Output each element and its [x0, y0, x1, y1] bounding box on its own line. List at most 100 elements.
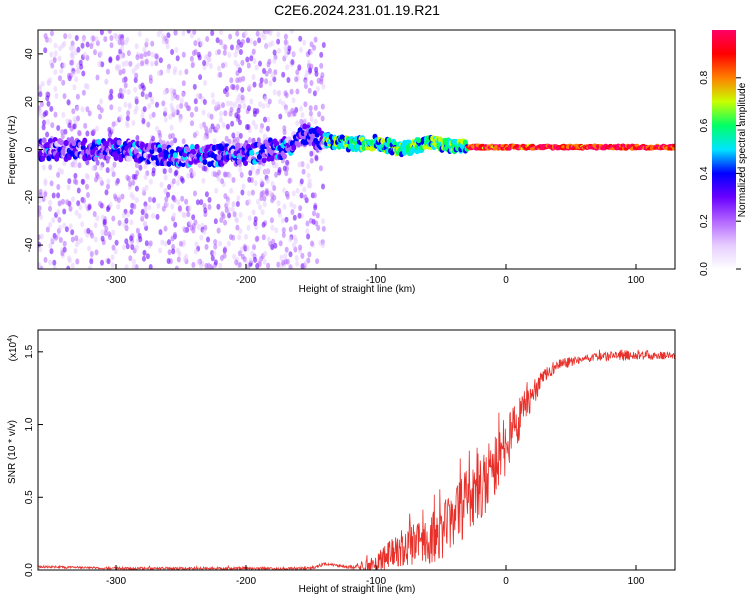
spectrogram-noise-cell — [307, 178, 312, 185]
spectrogram-noise-cell — [262, 68, 266, 74]
spectrogram-noise-cell — [252, 58, 257, 64]
spectrogram-noise-cell — [76, 200, 81, 207]
spectrogram-noise-cell — [181, 30, 186, 37]
spectrogram-noise-cell — [265, 125, 270, 132]
spectrogram-noise-cell — [50, 122, 55, 129]
spectrogram-signal-cell — [149, 148, 155, 155]
spectrogram-noise-cell — [261, 190, 266, 196]
spectrogram-noise-cell — [320, 103, 325, 110]
spectrogram-noise-cell — [204, 244, 209, 250]
spectrogram-noise-cell — [148, 178, 153, 185]
spectrogram-noise-cell — [193, 49, 198, 55]
spectrogram-noise-cell — [263, 168, 268, 175]
spectrogram-noise-cell — [92, 211, 97, 217]
spectrogram-noise-cell — [167, 239, 171, 246]
spectrogram-noise-cell — [290, 209, 295, 215]
spectrogram-noise-cell — [299, 178, 304, 185]
spectrogram-noise-cell — [170, 49, 175, 55]
spectrogram-noise-cell — [70, 50, 75, 57]
spectrogram-noise-cell — [142, 249, 147, 256]
spectrogram-noise-cell — [126, 50, 131, 57]
spectrogram-noise-cell — [144, 212, 149, 219]
spectrogram-noise-cell — [282, 165, 287, 172]
spectrogram-noise-cell — [270, 40, 275, 47]
spectrogram-noise-cell — [38, 205, 42, 212]
spectrogram-noise-cell — [65, 118, 70, 125]
spectrogram-noise-cell — [43, 47, 48, 54]
spectrogram-noise-cell — [78, 204, 83, 211]
spectrogram-signal-cell — [282, 153, 287, 160]
spectrogram-noise-cell — [106, 178, 111, 185]
spectrogram-noise-cell — [214, 187, 219, 194]
spectrogram-noise-cell — [314, 66, 319, 73]
spectrogram-noise-cell — [232, 253, 237, 260]
snr-series-line — [38, 349, 675, 570]
spectrogram-noise-cell — [207, 204, 212, 210]
spectrogram-noise-cell — [156, 202, 161, 209]
spectrogram-noise-cell — [295, 69, 300, 76]
spectrogram-noise-cell — [77, 130, 81, 136]
spectrogram-noise-cell — [91, 128, 96, 135]
spectrogram-noise-cell — [321, 42, 326, 48]
snr-x-label: Height of straight line (km) — [299, 584, 416, 595]
spectrogram-noise-cell — [189, 224, 194, 231]
spectrogram-noise-cell — [218, 240, 222, 247]
spectrogram-noise-cell — [45, 226, 50, 233]
spectrogram-noise-cell — [270, 72, 275, 79]
spectrogram-noise-cell — [194, 106, 199, 113]
spectrogram-noise-cell — [309, 150, 314, 157]
spectrogram-noise-cell — [65, 199, 70, 206]
spectrogram-noise-cell — [236, 39, 241, 46]
spectrogram-noise-cell — [139, 53, 144, 60]
spectrogram-noise-cell — [305, 228, 310, 235]
spectrogram-noise-cell — [104, 78, 109, 85]
spectrogram-noise-cell — [218, 117, 223, 123]
spectrogram-noise-cell — [220, 178, 225, 185]
spectrogram-noise-cell — [58, 224, 63, 231]
spectrogram-noise-cell — [75, 105, 80, 112]
spectrogram-noise-cell — [228, 33, 233, 40]
spectrogram-noise-cell — [144, 93, 149, 100]
spectrogram-noise-cell — [145, 37, 149, 44]
spectrogram-noise-cell — [309, 157, 314, 164]
spectrogram-noise-cell — [270, 244, 275, 250]
spectrogram-noise-cell — [269, 217, 274, 224]
spectrogram-noise-cell — [60, 250, 65, 257]
spectrogram-noise-cell — [240, 253, 245, 260]
spectrogram-noise-cell — [285, 193, 290, 200]
spectrogram-noise-cell — [283, 253, 288, 260]
spectrogram-noise-cell — [155, 213, 160, 220]
spectrogram-noise-cell — [54, 92, 59, 99]
spectrogram-noise-cell — [295, 120, 300, 127]
spectrogram-noise-cell — [295, 88, 300, 95]
spectrogram-noise-cell — [164, 196, 169, 203]
spectrogram-noise-cell — [184, 101, 189, 108]
spectrogram-noise-cell — [281, 232, 286, 238]
spectrogram-noise-cell — [172, 69, 177, 76]
spectrogram-noise-cell — [49, 105, 54, 112]
spectrogram-noise-cell — [48, 259, 53, 266]
x-tick-label: 100 — [628, 275, 645, 286]
spectrogram-noise-cell — [244, 260, 249, 267]
spectrogram-noise-cell — [112, 161, 117, 168]
spectrogram-noise-cell — [237, 119, 242, 126]
spectrogram-noise-cell — [145, 253, 150, 260]
spectrogram-noise-cell — [166, 32, 171, 39]
spectrogram-noise-cell — [300, 161, 305, 168]
spectrogram-noise-cell — [299, 105, 303, 112]
spectrogram-noise-cell — [124, 238, 129, 245]
spectrogram-noise-cell — [95, 125, 99, 132]
spectrogram-noise-cell — [262, 34, 267, 41]
spectrogram-noise-cell — [171, 244, 176, 250]
snr-y-ticks: 0.0 0.5 1.0 1.5 — [24, 344, 43, 577]
colorbar-tick-label: 0.2 — [699, 214, 710, 228]
snr-multiplier-exp: 4 — [7, 338, 14, 342]
spectrogram-noise-cell — [260, 209, 265, 216]
spectrogram-noise-cell — [173, 221, 178, 228]
spectrogram-noise-cell — [128, 255, 133, 262]
spectrogram-noise-cell — [237, 67, 242, 74]
spectrogram-noise-cell — [298, 35, 303, 42]
spectrogram-noise-cell — [204, 191, 209, 198]
spectrogram-noise-cell — [98, 113, 102, 120]
spectrogram-noise-cell — [93, 222, 98, 229]
